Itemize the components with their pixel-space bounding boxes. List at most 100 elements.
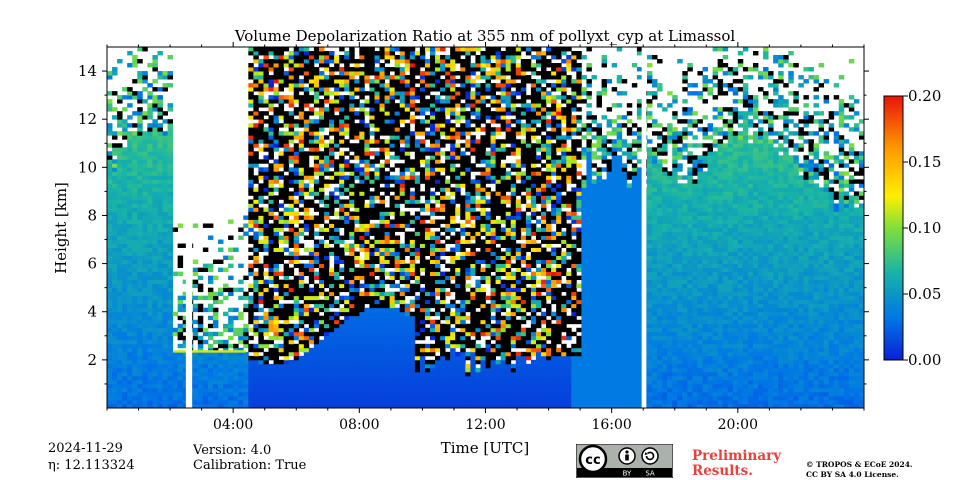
heatmap-cell (273, 175, 279, 180)
heatmap-cell (263, 395, 269, 401)
heatmap-cell (167, 383, 174, 389)
heatmap-cell (172, 387, 179, 393)
heatmap-cell (253, 319, 259, 325)
heatmap-cell (127, 355, 133, 361)
heatmap-cell (384, 107, 391, 112)
heatmap-cell (470, 303, 476, 309)
heatmap-cell (384, 343, 391, 349)
heatmap-cell (379, 115, 385, 120)
heatmap-cell (404, 275, 411, 281)
heatmap-cell (298, 171, 305, 176)
heatmap-cell (288, 127, 295, 132)
heatmap-cell (419, 127, 426, 132)
heatmap-cell (339, 123, 345, 128)
heatmap-cell (157, 399, 163, 405)
heatmap-cell (127, 367, 133, 373)
heatmap-cell (379, 87, 385, 92)
heatmap-cell (329, 155, 335, 160)
heatmap-cell (334, 95, 340, 100)
heatmap-cell (339, 175, 345, 180)
heatmap-cell (404, 367, 411, 373)
heatmap-cell (258, 115, 264, 120)
heatmap-cell (334, 367, 340, 373)
heatmap-cell (268, 63, 274, 68)
heatmap-cell (329, 287, 335, 293)
heatmap-cell (429, 363, 436, 369)
heatmap-cell (414, 107, 421, 112)
heatmap-cell (243, 375, 249, 381)
heatmap-cell (359, 171, 365, 176)
heatmap-cell (455, 371, 461, 377)
heatmap-cell (278, 251, 285, 256)
heatmap-cell (369, 399, 375, 405)
heatmap-cell (258, 279, 264, 285)
heatmap-cell (460, 247, 466, 252)
heatmap-cell (253, 379, 259, 385)
heatmap-cell (258, 391, 264, 397)
heatmap-cell (147, 339, 153, 345)
heatmap-cell (162, 175, 168, 180)
heatmap-cell (324, 247, 330, 252)
heatmap-cell (132, 335, 138, 341)
heatmap-cell (122, 335, 128, 341)
heatmap-cell (152, 87, 158, 92)
heatmap-cell (152, 251, 158, 256)
heatmap-cell (329, 71, 335, 76)
heatmap-cell (445, 167, 451, 172)
heatmap-cell (253, 231, 259, 236)
heatmap-cell (424, 207, 431, 212)
heatmap-cell (329, 323, 335, 329)
heatmap-cell (465, 179, 471, 184)
heatmap-cell (369, 267, 375, 273)
heatmap-cell (263, 167, 269, 172)
heatmap-cell (435, 363, 441, 369)
heatmap-cell (399, 119, 406, 124)
heatmap-cell (298, 63, 305, 68)
heatmap-cell (364, 75, 370, 80)
heatmap-cell (409, 343, 416, 349)
heatmap-cell (455, 287, 461, 293)
heatmap-cell (354, 275, 360, 281)
heatmap-cell (298, 263, 305, 269)
heatmap-cell (253, 131, 259, 136)
heatmap-cell (424, 275, 431, 281)
heatmap-cell (142, 287, 148, 293)
heatmap-cell (122, 371, 128, 377)
heatmap-cell (450, 347, 456, 353)
heatmap-cell (374, 403, 380, 408)
heatmap-cell (303, 223, 310, 228)
heatmap-cell (182, 323, 189, 329)
heatmap-cell (112, 175, 118, 180)
heatmap-cell (429, 175, 436, 180)
heatmap-cell (293, 135, 300, 140)
heatmap-cell (344, 51, 350, 56)
heatmap-cell (435, 151, 441, 156)
heatmap-cell (273, 119, 279, 124)
heatmap-cell (147, 179, 153, 184)
heatmap-cell (162, 151, 168, 156)
heatmap-cell (424, 303, 431, 309)
heatmap-cell (243, 371, 249, 377)
heatmap-cell (339, 183, 345, 188)
heatmap-cell (440, 351, 446, 357)
heatmap-cell (283, 287, 290, 293)
heatmap-cell (283, 247, 290, 252)
heatmap-cell (137, 355, 143, 361)
heatmap-cell (167, 319, 174, 325)
heatmap-cell (384, 331, 391, 337)
heatmap-cell (318, 191, 325, 196)
heatmap-cell (344, 315, 350, 321)
heatmap-cell (253, 139, 259, 144)
heatmap-cell (364, 403, 370, 408)
heatmap-cell (127, 103, 133, 108)
heatmap-cell (107, 255, 113, 260)
heatmap-cell (414, 359, 421, 365)
heatmap-cell (424, 259, 431, 264)
heatmap-cell (152, 151, 158, 156)
heatmap-cell (132, 343, 138, 349)
heatmap-cell (228, 323, 234, 329)
heatmap-cell (329, 251, 335, 256)
heatmap-cell (218, 287, 224, 293)
heatmap-cell (177, 299, 184, 305)
heatmap-cell (414, 143, 421, 148)
